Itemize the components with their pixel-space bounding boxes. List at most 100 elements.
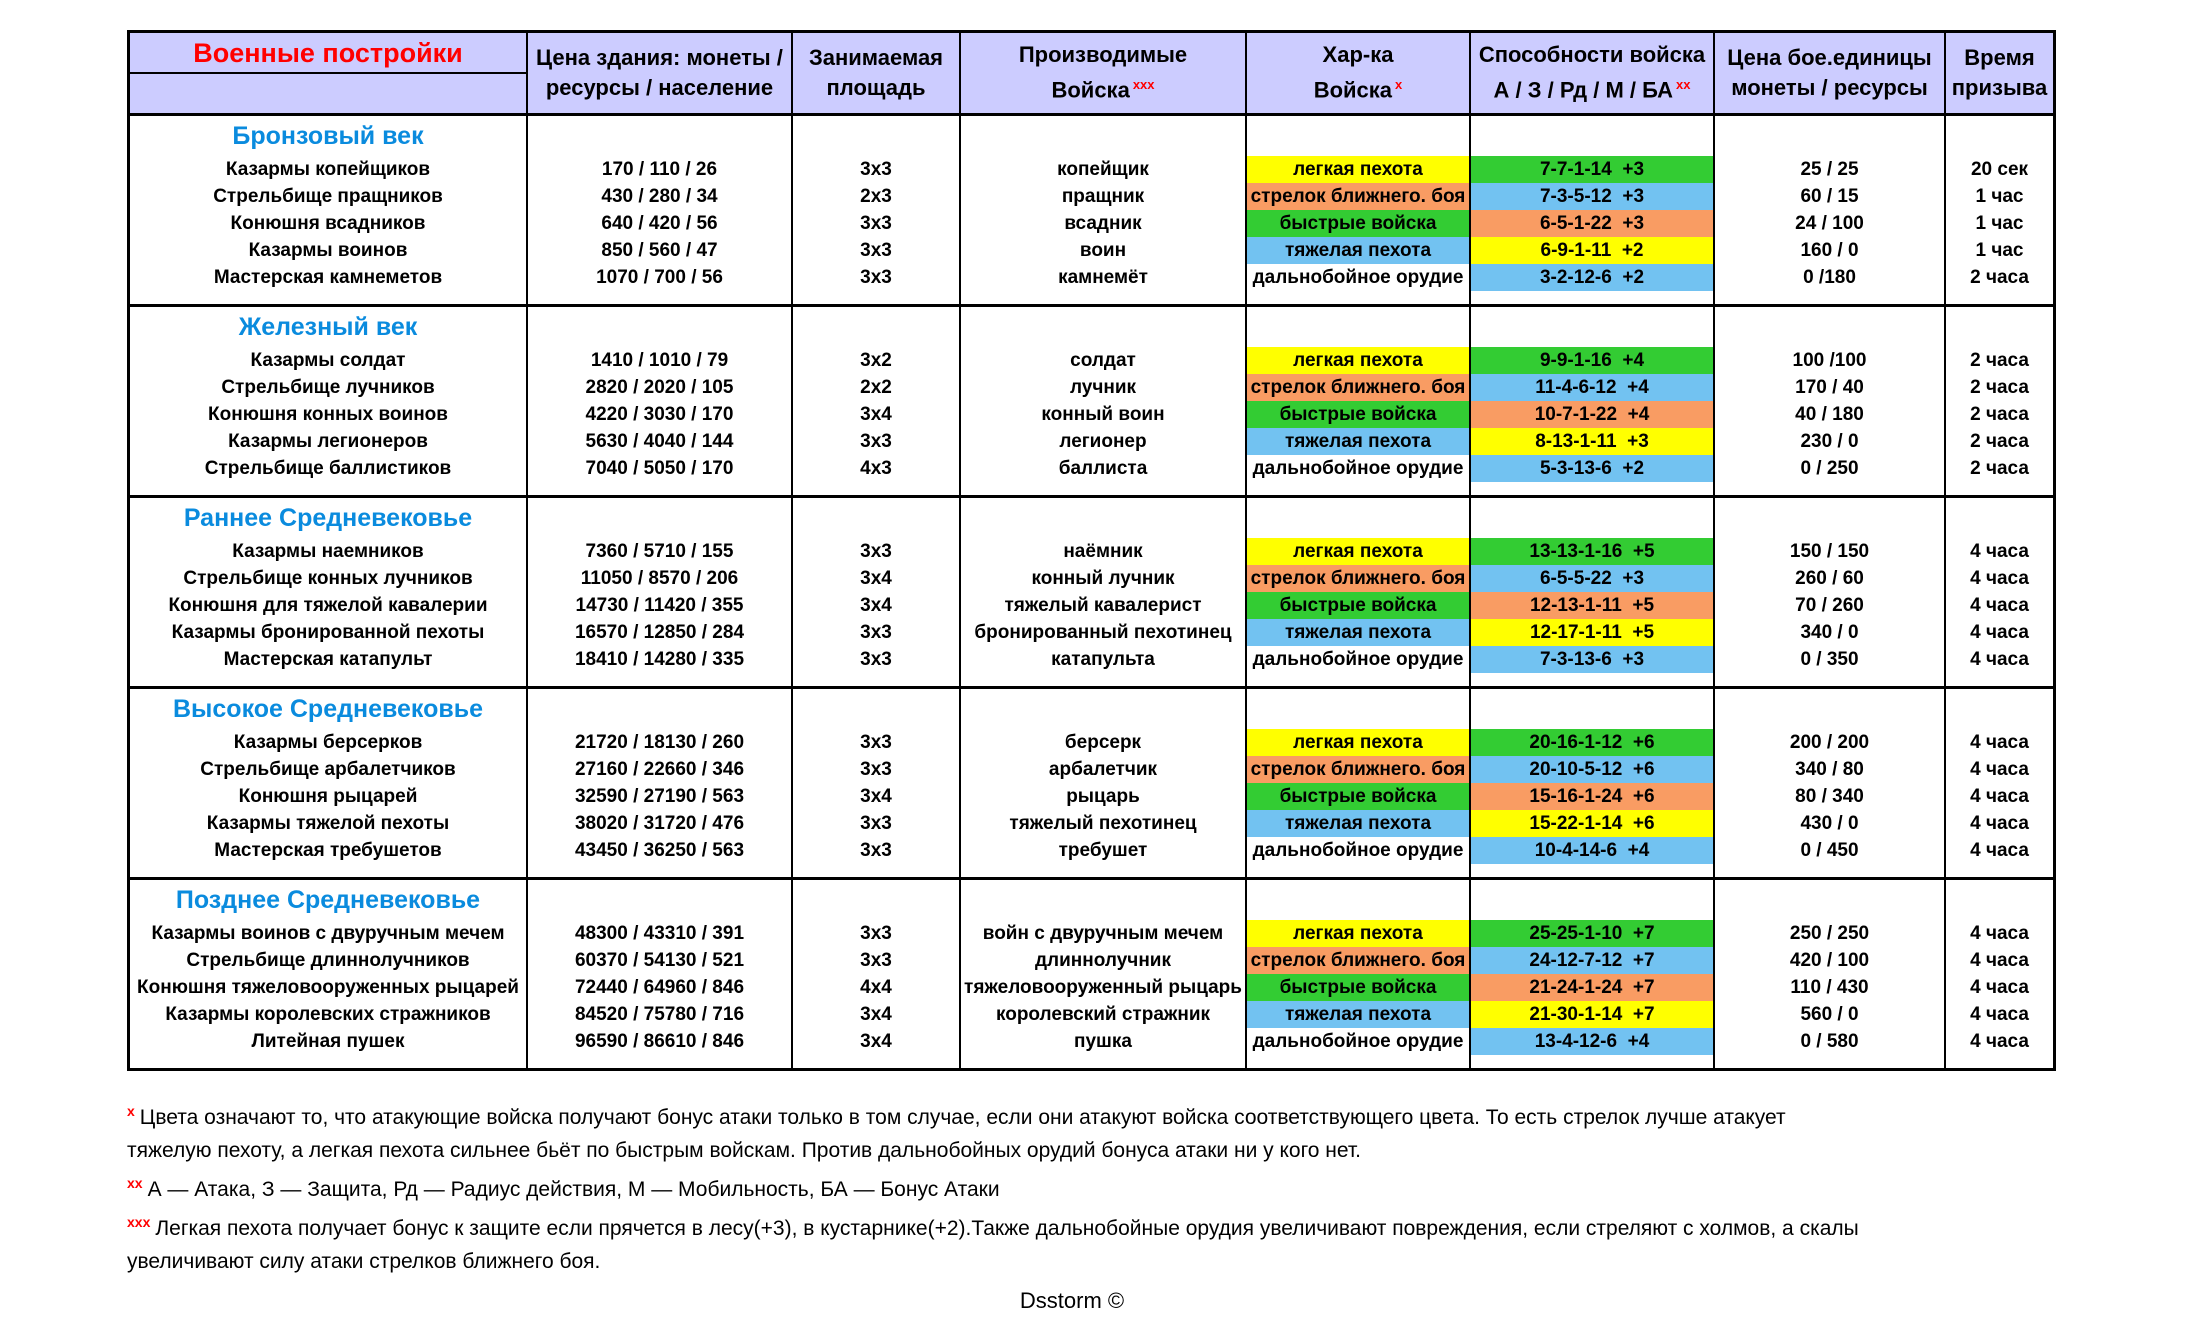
unit-row: Казармы солдат 1410 / 1010 / 79 3х2 солдат л… [130, 347, 2053, 374]
time-cell: 2 часа [1970, 349, 2029, 371]
unit-type-cell: тяжелая пехота [1247, 237, 1471, 264]
footnotes: х Цвета означают то, что атакующие войска… [127, 1095, 2017, 1278]
unit-row: Казармы королевских стражников 84520 / 75… [130, 1001, 2053, 1028]
area-cell: 4х3 [793, 455, 961, 482]
unit-type-cell: тяжелая пехота [1247, 810, 1471, 837]
unit-price-cell: 40 / 180 [1715, 401, 1946, 428]
area-cell: 3х3 [793, 619, 961, 646]
unit-price-cell: 80 / 340 [1715, 783, 1946, 810]
abilities-cell: 5-3-13-6 +2 [1471, 455, 1715, 482]
building-price-cell: 72440 / 64960 / 846 [528, 974, 793, 1001]
building-cell: Казармы королевских стражников [130, 1001, 528, 1028]
footnote-terrain-bonus: ххх Легкая пехота получает бонус к защите… [127, 1214, 1859, 1273]
area-cell: 3х3 [793, 756, 961, 783]
footnote-mark-x: х [1395, 77, 1403, 93]
era-section-late-medieval: Позднее Средневековье Казармы воинов с д… [130, 880, 2053, 1068]
building-price-cell: 11050 / 8570 / 206 [528, 565, 793, 592]
footnote-abbreviations: хх А — Атака, З — Защита, Рд — Радиус дей… [127, 1175, 1000, 1201]
era-title-row: Железный век [130, 307, 2053, 347]
area-cell: 3х3 [793, 920, 961, 947]
unit-price-cell: 430 / 0 [1715, 810, 1946, 837]
abilities-cell: 10-4-14-6 +4 [1471, 837, 1715, 864]
unit-type-cell: дальнобойное орудие [1247, 264, 1471, 291]
spacer-row [130, 482, 2053, 495]
unit-name-cell: войн с двуручным мечем [961, 920, 1247, 947]
unit-row: Стрельбище арбалетчиков 27160 / 22660 / 3… [130, 756, 2053, 783]
footnote-mark-x: х [127, 1103, 135, 1119]
unit-type-cell: быстрые войска [1247, 401, 1471, 428]
column-header-unit-type: Хар-ка Войска х [1247, 33, 1471, 113]
unit-type-cell: дальнобойное орудие [1247, 646, 1471, 673]
time-cell: 4 часа [1970, 758, 2029, 780]
building-cell: Казармы легионеров [130, 428, 528, 455]
spacer-row [130, 673, 2053, 686]
footnote-mark-xxx: ххх [1132, 77, 1155, 93]
era-title-row: Позднее Средневековье [130, 880, 2053, 920]
unit-name-cell: конный воин [961, 401, 1247, 428]
building-price-cell: 32590 / 27190 / 563 [528, 783, 793, 810]
building-cell: Конюшня всадников [130, 210, 528, 237]
unit-name-cell: всадник [961, 210, 1247, 237]
time-cell: 4 часа [1970, 839, 2029, 861]
area-cell: 3х3 [793, 729, 961, 756]
abilities-cell: 7-7-1-14 +3 [1471, 156, 1715, 183]
building-price-cell: 96590 / 86610 / 846 [528, 1028, 793, 1055]
unit-row: Стрельбище длиннолучников 60370 / 54130 /… [130, 947, 2053, 974]
unit-name-cell: пращник [961, 183, 1247, 210]
time-cell: 1 час [1975, 212, 2024, 234]
time-cell: 4 часа [1970, 1030, 2029, 1052]
unit-type-cell: тяжелая пехота [1247, 619, 1471, 646]
building-price-cell: 640 / 420 / 56 [528, 210, 793, 237]
building-price-cell: 60370 / 54130 / 521 [528, 947, 793, 974]
building-cell: Литейная пушек [130, 1028, 528, 1055]
building-price-cell: 21720 / 18130 / 260 [528, 729, 793, 756]
unit-price-cell: 260 / 60 [1715, 565, 1946, 592]
unit-row: Казармы воинов с двуручным мечем 48300 / … [130, 920, 2053, 947]
building-cell: Казармы бронированной пехоты [130, 619, 528, 646]
building-price-cell: 27160 / 22660 / 346 [528, 756, 793, 783]
unit-name-cell: требушет [961, 837, 1247, 864]
area-cell: 3х4 [793, 1001, 961, 1028]
spacer-row [130, 1055, 2053, 1068]
building-cell: Стрельбище конных лучников [130, 565, 528, 592]
unit-price-cell: 160 / 0 [1715, 237, 1946, 264]
time-cell: 2 часа [1970, 266, 2029, 288]
header-empty-cell [130, 74, 526, 113]
page-title: Военные постройки [130, 33, 526, 74]
unit-name-cell: королевский стражник [961, 1001, 1247, 1028]
area-cell: 3х4 [793, 1028, 961, 1055]
building-price-cell: 850 / 560 / 47 [528, 237, 793, 264]
abilities-cell: 9-9-1-16 +4 [1471, 347, 1715, 374]
building-cell: Конюшня тяжеловооруженных рыцарей [130, 974, 528, 1001]
area-cell: 3х3 [793, 264, 961, 291]
unit-name-cell: камнемёт [961, 264, 1247, 291]
spacer-row [130, 291, 2053, 304]
unit-row: Конюшня всадников 640 / 420 / 56 3х3 всадни… [130, 210, 2053, 237]
unit-name-cell: тяжелый кавалерист [961, 592, 1247, 619]
abilities-cell: 7-3-5-12 +3 [1471, 183, 1715, 210]
unit-type-cell: стрелок ближнего. боя [1247, 756, 1471, 783]
unit-row: Казармы наемников 7360 / 5710 / 155 3х3 наё… [130, 538, 2053, 565]
building-price-cell: 5630 / 4040 / 144 [528, 428, 793, 455]
abilities-cell: 20-16-1-12 +6 [1471, 729, 1715, 756]
abilities-cell: 6-5-1-22 +3 [1471, 210, 1715, 237]
unit-type-cell: быстрые войска [1247, 974, 1471, 1001]
building-cell: Конюшня рыцарей [130, 783, 528, 810]
column-header-time: Время призыва [1951, 45, 2048, 100]
building-price-cell: 1410 / 1010 / 79 [528, 347, 793, 374]
unit-row: Казармы бронированной пехоты 16570 / 1285… [130, 619, 2053, 646]
area-cell: 3х3 [793, 428, 961, 455]
unit-price-cell: 0 / 250 [1715, 455, 1946, 482]
abilities-cell: 25-25-1-10 +7 [1471, 920, 1715, 947]
column-header-abilities: Способности войска А / З / Рд / М / БА хх [1471, 33, 1715, 113]
time-cell: 4 часа [1970, 731, 2029, 753]
time-cell: 4 часа [1970, 922, 2029, 944]
footnote-colors: х Цвета означают то, что атакующие войска… [127, 1103, 1786, 1162]
abilities-cell: 12-17-1-11 +5 [1471, 619, 1715, 646]
unit-type-cell: легкая пехота [1247, 156, 1471, 183]
unit-name-cell: баллиста [961, 455, 1247, 482]
area-cell: 3х3 [793, 810, 961, 837]
area-cell: 3х3 [793, 237, 961, 264]
unit-type-cell: быстрые войска [1247, 592, 1471, 619]
abilities-cell: 10-7-1-22 +4 [1471, 401, 1715, 428]
